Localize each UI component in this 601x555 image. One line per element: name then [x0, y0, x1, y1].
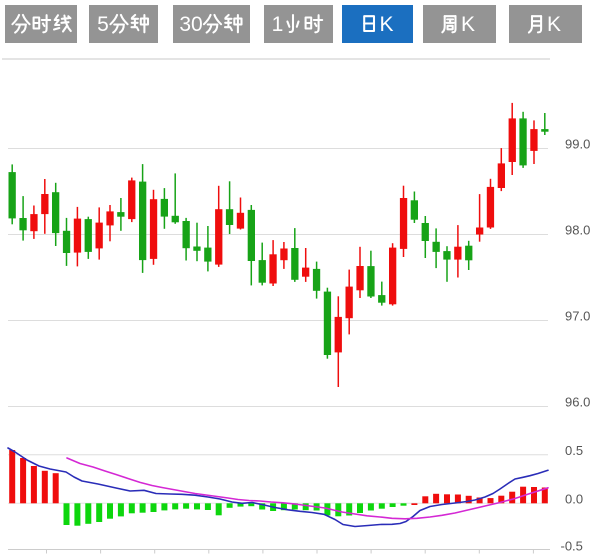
svg-text:K: K — [547, 13, 561, 36]
svg-text:-0.5: -0.5 — [561, 539, 583, 554]
svg-text:5: 5 — [97, 13, 109, 36]
svg-text:30: 30 — [179, 13, 202, 36]
svg-text:0.5: 0.5 — [565, 443, 583, 458]
svg-text:98.0: 98.0 — [565, 223, 590, 238]
svg-text:1: 1 — [272, 13, 284, 36]
svg-text:99.0: 99.0 — [565, 137, 590, 152]
svg-text:0.0: 0.0 — [565, 491, 583, 506]
svg-text:96.0: 96.0 — [565, 395, 590, 410]
svg-text:K: K — [461, 13, 475, 36]
svg-text:K: K — [379, 13, 393, 36]
svg-text:97.0: 97.0 — [565, 309, 590, 324]
